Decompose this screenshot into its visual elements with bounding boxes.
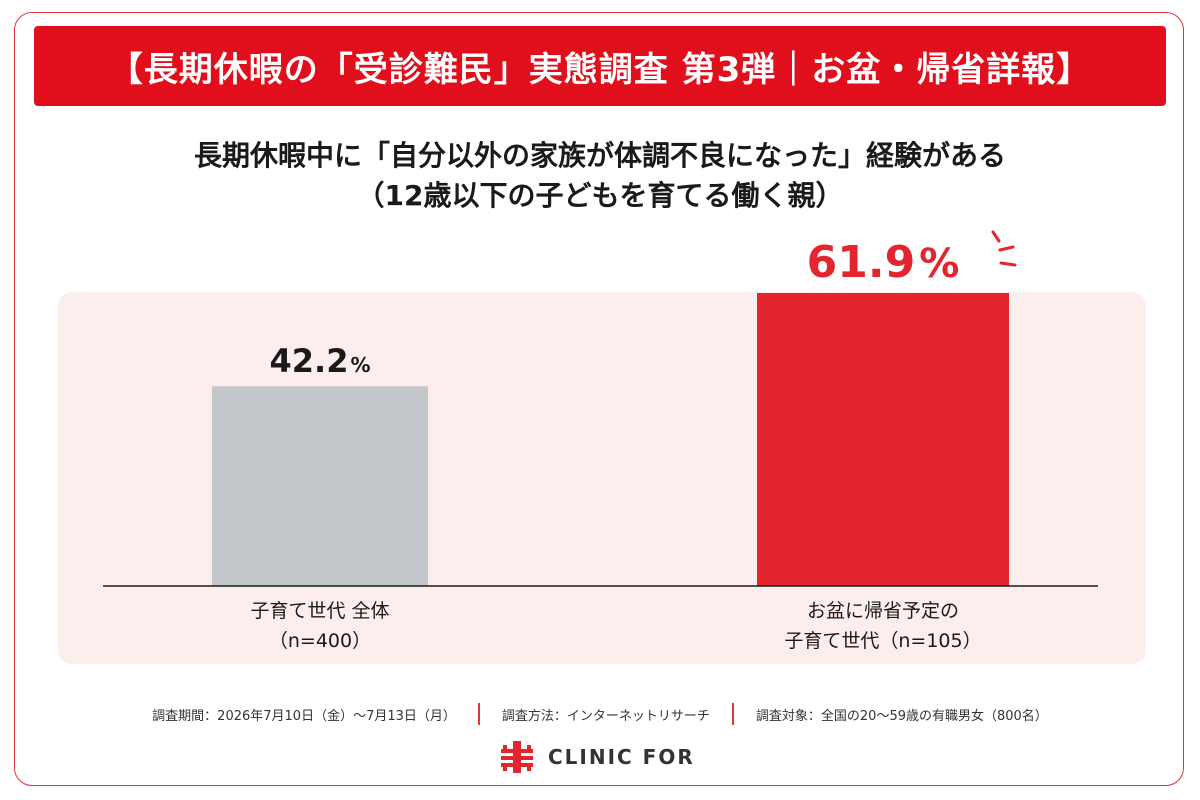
survey-target: 調査対象：全国の20〜59歳の有職男女（800名） bbox=[755, 708, 1048, 724]
survey-period: 調査期間：2026年7月10日（金）〜7月13日（月） bbox=[152, 708, 456, 724]
data-label: 42.2% bbox=[270, 342, 371, 380]
footer-divider bbox=[731, 703, 734, 725]
survey-method: 調査方法：インターネットリサーチ bbox=[501, 708, 710, 724]
header-banner: 【長期休暇の「受診難民」実態調査 第3弾｜お盆・帰省詳報】 bbox=[34, 26, 1166, 106]
clinic-for-logo: CLINIC FOR bbox=[500, 740, 695, 774]
data-label: 61.9% bbox=[807, 237, 960, 288]
emphasis-mark bbox=[991, 230, 1001, 243]
category-label: 子育て世代 全体 bbox=[250, 600, 389, 622]
banner-title: 【長期休暇の「受診難民」実態調査 第3弾｜お盆・帰省詳報】 bbox=[108, 49, 1092, 90]
category-label: （n=400） bbox=[269, 630, 371, 652]
category-label: 子育て世代（n=105） bbox=[784, 630, 981, 652]
chart-subtitle: （12歳以下の子どもを育てる働く親） bbox=[356, 179, 844, 212]
clinic-cross-icon bbox=[501, 741, 533, 773]
bar bbox=[757, 293, 1009, 586]
logo-text: CLINIC FOR bbox=[548, 745, 695, 769]
emphasis-mark bbox=[998, 245, 1015, 252]
survey-footer: 調査期間：2026年7月10日（金）〜7月13日（月） 調査方法：インターネット… bbox=[0, 703, 1200, 725]
emphasis-mark bbox=[999, 261, 1017, 267]
footer-divider bbox=[477, 703, 480, 725]
outer-frame bbox=[14, 12, 1184, 786]
category-label: お盆に帰省予定の bbox=[807, 600, 959, 622]
bar bbox=[212, 386, 428, 586]
chart-title: 長期休暇中に「自分以外の家族が体調不良になった」経験がある bbox=[193, 139, 1006, 172]
